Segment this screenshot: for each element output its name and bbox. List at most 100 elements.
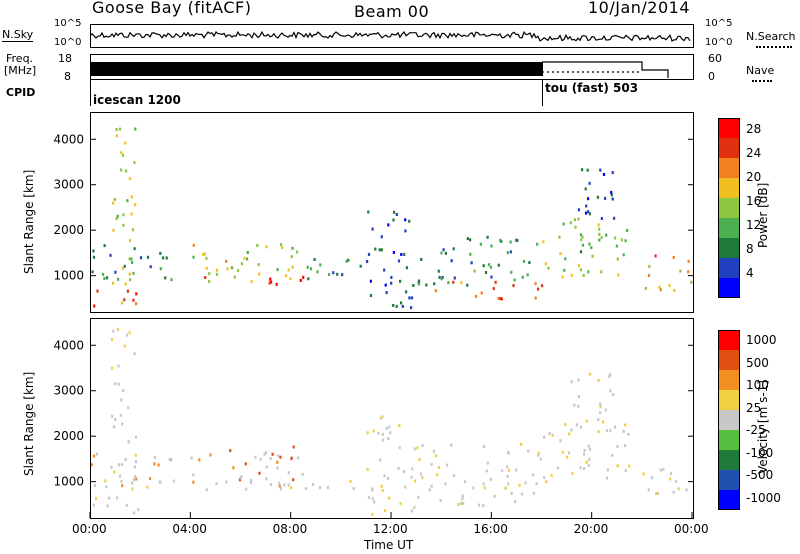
power-cell <box>313 258 316 261</box>
velocity-cell <box>134 460 138 464</box>
xtick-label: 12:00 <box>373 522 408 536</box>
ytick-label: 3000 <box>53 384 84 398</box>
power-cell <box>480 291 483 295</box>
cpid-mode-icescan: icescan 1200 <box>93 93 181 107</box>
velocity-colorbar-tick: -1000 <box>746 490 781 505</box>
power-cell <box>600 270 603 274</box>
velocity-cell <box>389 431 392 435</box>
power-cell <box>116 214 119 218</box>
velocity-cell <box>387 437 390 441</box>
power-cell <box>469 252 472 256</box>
velocity-cell <box>372 429 376 433</box>
power-cell <box>128 177 131 181</box>
velocity-cell <box>515 468 518 472</box>
power-cell <box>499 297 502 301</box>
power-cell <box>440 251 443 255</box>
velocity-cell <box>135 477 138 481</box>
power-cell <box>452 247 455 251</box>
power-cell <box>534 282 537 286</box>
velocity-cell <box>662 467 665 471</box>
power-cell <box>437 269 440 273</box>
power-cell <box>537 287 540 291</box>
power-cell <box>587 270 590 274</box>
power-colorbar-swatch <box>718 178 740 199</box>
power-cell <box>622 253 625 257</box>
velocity-cell <box>112 425 115 429</box>
xtick-label: 04:00 <box>172 522 207 536</box>
velocity-cell <box>131 481 134 485</box>
freq-tick-top: 18 <box>58 52 72 65</box>
velocity-cell <box>520 492 524 496</box>
velocity-cell <box>551 433 554 437</box>
nave-legend-dots <box>752 80 772 82</box>
power-cell <box>122 223 125 227</box>
velocity-cell <box>397 466 400 470</box>
velocity-cell <box>269 457 272 461</box>
power-cell <box>115 217 118 220</box>
power-cell <box>590 246 593 250</box>
power-cell <box>121 266 124 270</box>
power-cell <box>614 236 617 240</box>
power-cell <box>118 127 122 131</box>
velocity-cell <box>383 509 387 512</box>
power-cell <box>490 244 493 248</box>
power-cell <box>417 279 421 283</box>
power-colorbar-tick: 20 <box>746 170 762 184</box>
velocity-cell <box>399 502 402 506</box>
velocity-cell <box>388 425 391 429</box>
power-cell <box>600 236 603 240</box>
velocity-cell <box>381 489 384 492</box>
power-cell <box>615 244 618 248</box>
power-cell <box>397 259 401 263</box>
power-cell <box>611 197 614 201</box>
power-cell <box>233 275 236 279</box>
velocity-cell <box>90 463 93 467</box>
velocity-cell <box>377 431 380 435</box>
power-cell <box>114 270 117 274</box>
power-cell <box>380 248 383 252</box>
velocity-cell <box>238 478 242 482</box>
power-cell <box>256 244 259 247</box>
power-cell <box>202 253 205 256</box>
power-cell <box>497 263 500 267</box>
ytick-label: 1000 <box>53 475 84 489</box>
velocity-cell <box>287 483 290 487</box>
power-cell <box>444 251 447 255</box>
velocity-cell <box>537 453 540 457</box>
velocity-colorbar-swatch <box>718 350 740 371</box>
power-cell <box>610 190 613 194</box>
velocity-cell <box>132 478 136 482</box>
power-cell <box>497 296 500 300</box>
power-cell <box>281 246 284 250</box>
velocity-cell <box>543 435 546 439</box>
freq-band-icescan <box>91 62 543 76</box>
velocity-cell <box>119 413 122 417</box>
power-cell <box>134 203 137 207</box>
power-cell <box>672 255 675 259</box>
power-cell <box>383 268 386 272</box>
velocity-cell <box>464 480 467 484</box>
power-cell <box>611 171 614 175</box>
power-cell <box>588 242 591 246</box>
power-cell <box>644 286 647 290</box>
velocity-colorbar-swatch <box>718 370 740 391</box>
power-cell <box>230 266 234 270</box>
velocity-cell <box>398 446 401 450</box>
velocity-cell <box>622 429 625 433</box>
velocity-cell <box>418 458 421 462</box>
power-cell <box>600 217 603 220</box>
velocity-cell <box>421 475 424 479</box>
velocity-colorbar-tick: 100 <box>746 378 769 393</box>
power-cell <box>690 280 693 284</box>
velocity-colorbar-swatch <box>718 450 740 471</box>
power-cell <box>570 273 573 277</box>
xtick-label: 00:00 <box>674 522 709 536</box>
velocity-cell <box>582 467 586 471</box>
velocity-cell <box>436 473 439 477</box>
power-cell <box>285 274 288 278</box>
station-title: Goose Bay (fitACF) <box>92 0 252 17</box>
power-cell <box>393 210 396 214</box>
velocity-cell <box>611 453 614 457</box>
velocity-frame <box>90 318 694 519</box>
power-cell <box>466 237 469 241</box>
